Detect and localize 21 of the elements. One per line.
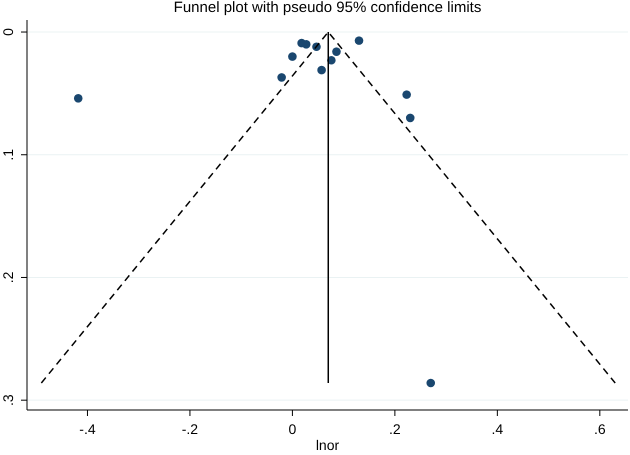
x-tick-label: .2 [389,421,401,437]
y-tick-label: 0 [0,28,16,36]
point [277,73,286,82]
point [354,36,364,45]
x-tick-label: -.4 [79,421,96,437]
x-axis-title: lnor [316,437,340,453]
point [332,47,341,56]
point [74,94,83,103]
point [426,378,436,388]
x-tick-label: .6 [594,421,606,437]
y-tick-label: .2 [0,271,16,284]
x-tick-label: .4 [492,421,504,437]
x-tick-label: 0 [288,421,297,437]
chart-title: Funnel plot with pseudo 95% confidence limits [174,0,482,16]
point [406,114,415,122]
point [317,66,326,74]
x-tick-label: -.2 [182,421,198,437]
y-tick-label: .3 [0,394,16,406]
point [402,90,411,99]
point [288,52,297,61]
y-tick-label: .1 [0,148,16,161]
